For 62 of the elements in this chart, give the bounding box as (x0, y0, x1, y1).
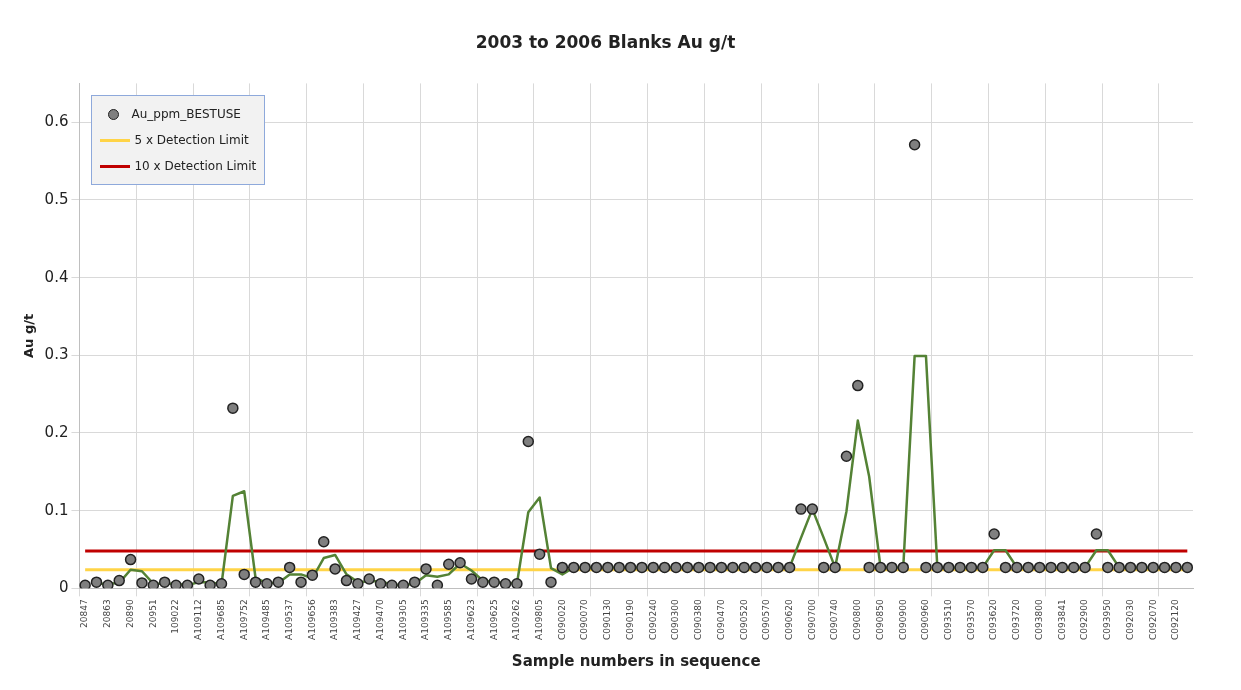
x-tick-label: A109262 (511, 599, 522, 640)
x-tick-label: C093510 (943, 599, 954, 640)
x-tick-label: C092120 (1170, 599, 1181, 640)
x-tick-label: A109427 (352, 599, 363, 640)
x-tick-label: A109685 (215, 599, 226, 640)
legend-label: Au_ppm_BESTUSE (131, 107, 241, 122)
y-tick-label: 0.4 (44, 267, 69, 286)
x-tick-label: 20890 (124, 599, 135, 628)
x-tick-label: C090020 (556, 599, 567, 640)
x-axis-title: Sample numbers in sequence (511, 651, 761, 670)
x-tick-label: C090740 (829, 599, 840, 640)
x-tick-label: A109485 (261, 599, 272, 640)
y-tick-label: 0.6 (44, 112, 69, 131)
x-tick-label: C090520 (738, 599, 749, 640)
y-tick-label: 0.5 (44, 189, 69, 208)
x-tick-label: C092070 (1147, 599, 1158, 640)
x-tick-label: 20863 (102, 599, 113, 628)
x-tick-label: A109470 (374, 599, 385, 640)
x-tick-label: C090070 (579, 599, 590, 640)
x-tick-label: A109805 (533, 599, 544, 640)
x-tick-label: A109752 (238, 599, 249, 640)
x-tick-label: C090700 (806, 599, 817, 640)
x-tick-label: C093950 (1102, 599, 1113, 640)
x-tick-label: 20951 (147, 599, 158, 628)
x-tick-label: A109623 (465, 599, 476, 640)
x-tick-label: C090300 (670, 599, 681, 640)
x-tick-label: C090190 (624, 599, 635, 640)
x-tick-label: C090620 (783, 599, 794, 640)
x-tick-label: A109112 (193, 599, 204, 640)
x-tick-label: A109383 (329, 599, 340, 640)
x-tick-label: C090900 (897, 599, 908, 640)
x-tick-label: C090240 (647, 599, 658, 640)
chart-title: 2003 to 2006 Blanks Au g/t (475, 31, 736, 52)
x-tick-label: A109305 (397, 599, 408, 640)
x-tick-label: A109656 (306, 599, 317, 640)
x-tick-label: C090960 (920, 599, 931, 640)
x-tick-label: C090850 (874, 599, 885, 640)
x-tick-label: 109022 (170, 599, 181, 634)
y-tick-label: 0.3 (44, 345, 69, 364)
x-tick-label: 20847 (79, 599, 90, 628)
y-tick-label: 0 (58, 578, 69, 597)
x-tick-label: C090130 (602, 599, 613, 640)
legend-label: 10 x Detection Limit (134, 159, 257, 174)
x-tick-label: C090570 (761, 599, 772, 640)
legend-label: 5 x Detection Limit (134, 133, 249, 148)
x-tick-label: C092900 (1079, 599, 1090, 640)
y-axis-title: Au g/t (21, 313, 37, 358)
y-tick-label: 0.2 (44, 422, 69, 441)
x-tick-label: A109537 (284, 599, 295, 640)
x-tick-label: C092030 (1124, 599, 1135, 640)
x-tick-label: C093720 (1011, 599, 1022, 640)
x-tick-label: A109335 (420, 599, 431, 640)
x-tick-label: C093800 (1033, 599, 1044, 640)
y-tick-label: 0.1 (44, 500, 69, 519)
x-tick-label: C093841 (1056, 599, 1067, 640)
x-tick-label: C093570 (965, 599, 976, 640)
x-tick-label: A109585 (443, 599, 454, 640)
x-tick-label: C093620 (988, 599, 999, 640)
x-tick-label: C090470 (715, 599, 726, 640)
x-tick-label: C090800 (852, 599, 863, 640)
x-tick-label: C090380 (693, 599, 704, 640)
x-tick-label: A109625 (488, 599, 499, 640)
